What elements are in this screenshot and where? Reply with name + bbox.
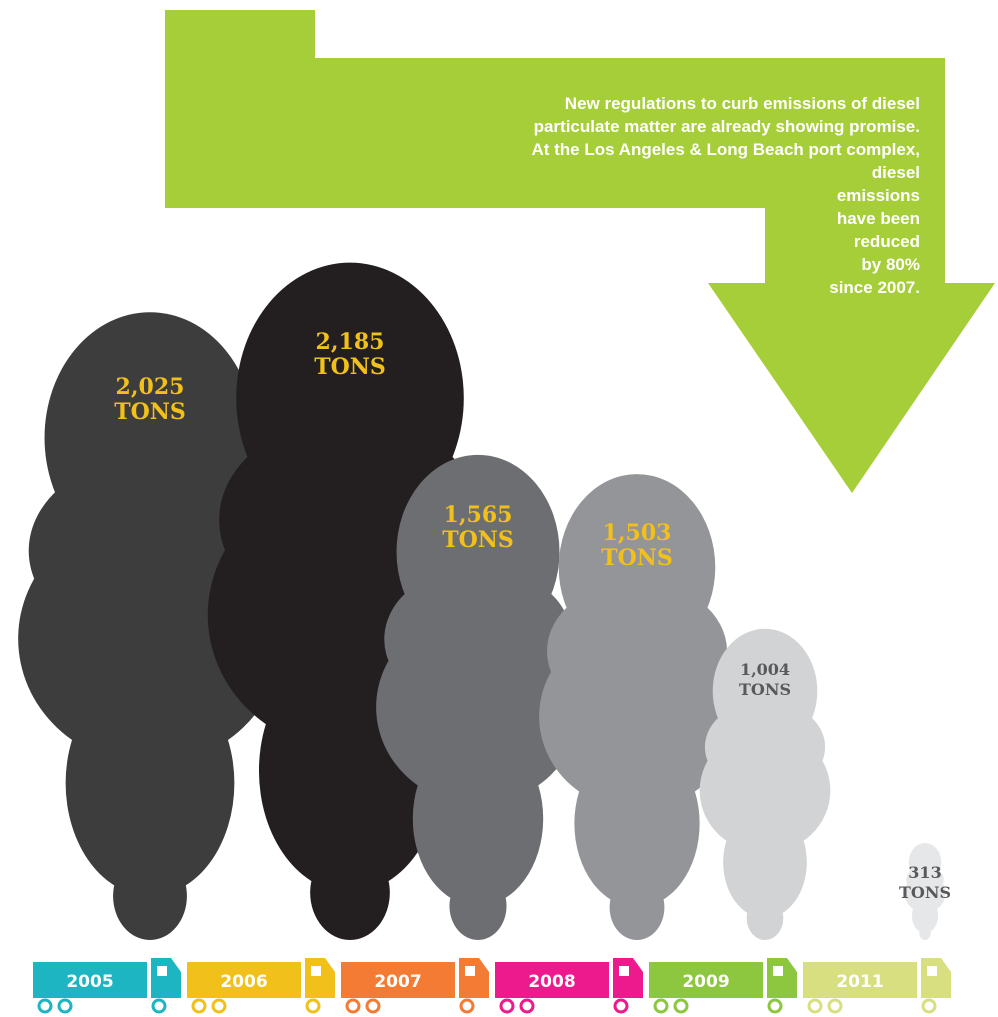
cloud-puff bbox=[558, 474, 716, 661]
cloud-puff bbox=[396, 454, 560, 649]
smoke-cloud bbox=[699, 628, 831, 940]
truck-window bbox=[157, 966, 167, 976]
truck-window bbox=[773, 966, 783, 976]
truck-wheel bbox=[519, 998, 535, 1014]
cloud-puff bbox=[44, 312, 256, 564]
truck-cab bbox=[459, 958, 489, 998]
truck-trailer bbox=[341, 962, 455, 998]
truck-wheel bbox=[499, 998, 515, 1014]
truck-wheel bbox=[921, 998, 937, 1014]
truck-cab bbox=[305, 958, 335, 998]
truck-wheel bbox=[673, 998, 689, 1014]
year-label: 2009 bbox=[682, 972, 729, 992]
value-label: 1,004 TONS bbox=[738, 659, 792, 699]
value-label: 2,185 TONS bbox=[314, 329, 386, 381]
value-label: 2,025 TONS bbox=[114, 374, 186, 426]
truck-cab bbox=[921, 958, 951, 998]
year-label: 2007 bbox=[374, 972, 421, 992]
truck-wheel bbox=[211, 998, 227, 1014]
truck-wheel bbox=[191, 998, 207, 1014]
annotation-line: At the Los Angeles & Long Beach port com… bbox=[531, 140, 920, 159]
truck-trailer bbox=[495, 962, 609, 998]
truck-trailer bbox=[803, 962, 917, 998]
truck-window bbox=[927, 966, 937, 976]
truck-wheel bbox=[807, 998, 823, 1014]
truck-wheel bbox=[305, 998, 321, 1014]
smoke-cloud bbox=[376, 454, 580, 940]
truck-window bbox=[465, 966, 475, 976]
truck-wheel bbox=[613, 998, 629, 1014]
annotation-line: diesel bbox=[871, 163, 920, 182]
annotation-line: New regulations to curb emissions of die… bbox=[564, 94, 920, 113]
truck-wheel bbox=[827, 998, 843, 1014]
truck-trailer bbox=[187, 962, 301, 998]
annotation-line: since 2007. bbox=[829, 278, 920, 297]
cloud-puff bbox=[236, 262, 464, 534]
value-label: 313 TONS bbox=[898, 862, 952, 902]
annotation-line: particulate matter are already showing p… bbox=[533, 117, 920, 136]
cloud-puff bbox=[712, 628, 818, 754]
year-label: 2006 bbox=[220, 972, 267, 992]
year-label: 2011 bbox=[836, 972, 883, 992]
annotation-arrow bbox=[165, 10, 995, 493]
truck-trailer bbox=[33, 962, 147, 998]
annotation-line: have been bbox=[836, 209, 920, 228]
truck-wheel bbox=[151, 998, 167, 1014]
truck-wheel bbox=[345, 998, 361, 1014]
truck-wheel bbox=[767, 998, 783, 1014]
annotation-line: by 80% bbox=[861, 255, 920, 274]
truck-wheel bbox=[653, 998, 669, 1014]
value-label: 1,503 TONS bbox=[601, 519, 673, 571]
truck-window bbox=[619, 966, 629, 976]
annotation-line: reduced bbox=[853, 232, 920, 251]
year-label: 2008 bbox=[528, 972, 575, 992]
truck-cab bbox=[767, 958, 797, 998]
truck-cab bbox=[613, 958, 643, 998]
cloud-puff bbox=[908, 842, 942, 882]
annotation-line: emissions bbox=[836, 186, 920, 205]
truck-wheel bbox=[459, 998, 475, 1014]
truck-wheel bbox=[37, 998, 53, 1014]
truck-window bbox=[311, 966, 321, 976]
value-label: 1,565 TONS bbox=[442, 502, 514, 554]
truck-wheel bbox=[57, 998, 73, 1014]
truck-cab bbox=[151, 958, 181, 998]
smoke-cloud bbox=[904, 842, 946, 940]
smoke-cloud bbox=[539, 474, 735, 940]
truck-wheel bbox=[365, 998, 381, 1014]
truck-trailer bbox=[649, 962, 763, 998]
year-label: 2005 bbox=[66, 972, 113, 992]
